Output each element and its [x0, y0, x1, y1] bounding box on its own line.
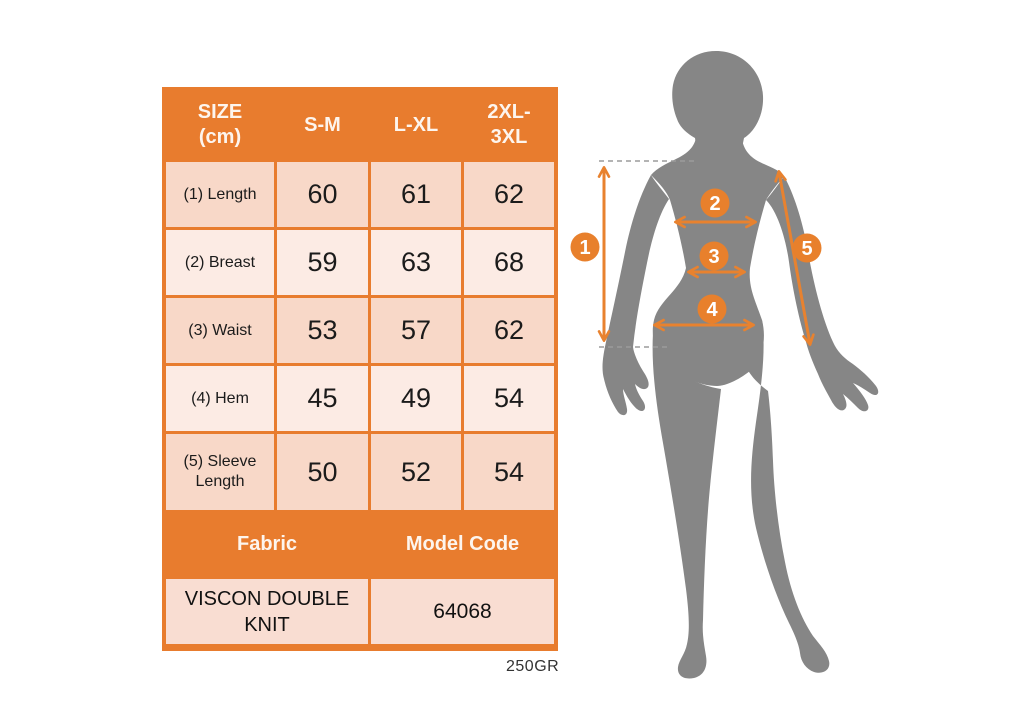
header-cell-2xl-3xl: 2XL- 3XL — [464, 91, 554, 159]
marker-label-2: 2 — [709, 193, 720, 215]
row-label-hem: (4) Hem — [166, 366, 274, 431]
marker-label-4: 4 — [706, 299, 718, 321]
marker-circle-5 — [792, 233, 822, 263]
marker-label-5: 5 — [801, 238, 812, 260]
value-hem-2xl-3xl: 54 — [464, 366, 554, 431]
value-length-l-xl: 61 — [371, 162, 461, 227]
value-length-s-m: 60 — [277, 162, 368, 227]
marker-label-3: 3 — [708, 246, 719, 268]
header-cell-size: SIZE (cm) — [166, 91, 274, 159]
measure-arrow-5-sleeve — [774, 170, 815, 346]
value-waist-l-xl: 57 — [371, 298, 461, 363]
footer-header-model-code: Model Code — [371, 513, 554, 576]
marker-circle-4 — [697, 294, 727, 324]
marker-circle-3 — [699, 241, 729, 271]
value-waist-s-m: 53 — [277, 298, 368, 363]
row-label-length: (1) Length — [166, 162, 274, 227]
value-hem-s-m: 45 — [277, 366, 368, 431]
value-sleeve-l-xl: 52 — [371, 434, 461, 510]
footer-header-fabric: Fabric — [166, 513, 368, 576]
silhouette-left-leg — [652, 322, 721, 679]
value-breast-l-xl: 63 — [371, 230, 461, 295]
fabric-value-cell: VISCON DOUBLE KNIT — [166, 579, 368, 644]
value-breast-s-m: 59 — [277, 230, 368, 295]
model-code-value-cell: 64068 — [371, 579, 554, 644]
marker-label-1: 1 — [579, 237, 590, 259]
row-label-waist: (3) Waist — [166, 298, 274, 363]
header-cell-l-xl: L-XL — [371, 91, 461, 159]
row-label-sleeve-length: (5) Sleeve Length — [166, 434, 274, 510]
silhouette-left-arm — [602, 175, 669, 416]
silhouette-right-leg — [746, 320, 830, 673]
value-length-2xl-3xl: 62 — [464, 162, 554, 227]
silhouette-head — [672, 51, 764, 153]
row-label-breast: (2) Breast — [166, 230, 274, 295]
weight-note: 250GR — [506, 658, 560, 675]
marker-circle-2 — [700, 188, 730, 218]
value-waist-2xl-3xl: 62 — [464, 298, 554, 363]
value-sleeve-2xl-3xl: 54 — [464, 434, 554, 510]
size-chart-table: SIZE (cm) S-M L-XL 2XL- 3XL (1) Length 6… — [162, 87, 558, 651]
value-breast-2xl-3xl: 68 — [464, 230, 554, 295]
body-silhouette — [602, 51, 879, 679]
marker-circle-1 — [570, 232, 600, 262]
value-sleeve-s-m: 50 — [277, 434, 368, 510]
silhouette-right-arm — [766, 176, 879, 412]
value-hem-l-xl: 49 — [371, 366, 461, 431]
header-cell-s-m: S-M — [277, 91, 368, 159]
